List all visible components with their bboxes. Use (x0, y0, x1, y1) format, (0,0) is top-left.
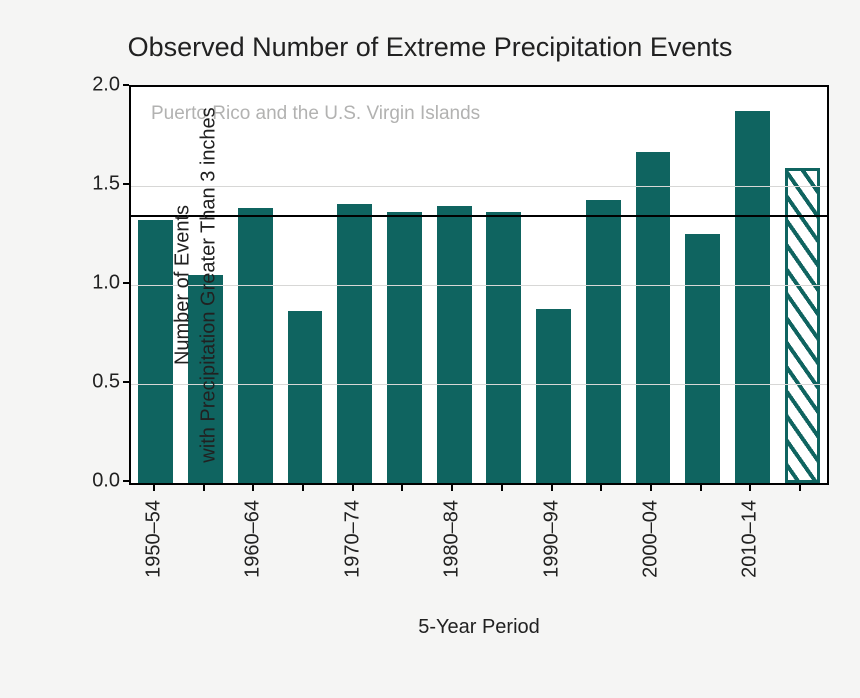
x-tick-label: 1980–84 (441, 500, 464, 578)
x-axis-label: 5-Year Period (129, 616, 829, 639)
x-tick-mark (252, 485, 254, 491)
x-tick-mark (600, 485, 602, 491)
bar (536, 309, 571, 483)
x-tick-label: 1950–54 (142, 500, 165, 578)
x-tick-label: 2010–14 (739, 500, 762, 578)
x-tick-mark (302, 485, 304, 491)
bar (685, 234, 720, 483)
bar (486, 212, 521, 483)
bar (735, 111, 770, 483)
chart-title: Observed Number of Extreme Precipitation… (0, 32, 860, 63)
y-axis-label: Number of Eventswith Precipitation Great… (18, 85, 373, 485)
x-tick-mark (352, 485, 354, 491)
x-tick-mark (451, 485, 453, 491)
bar (636, 152, 671, 483)
x-tick-label: 1990–94 (540, 500, 563, 578)
bar (586, 200, 621, 483)
x-tick-mark (551, 485, 553, 491)
x-tick-mark (153, 485, 155, 491)
x-tick-label: 1970–74 (341, 500, 364, 578)
x-tick-mark (203, 485, 205, 491)
x-tick-mark (799, 485, 801, 491)
bar (387, 212, 422, 483)
x-tick-label: 2000–04 (640, 500, 663, 578)
x-tick-mark (650, 485, 652, 491)
chart-container: Observed Number of Extreme Precipitation… (0, 0, 860, 698)
x-tick-mark (700, 485, 702, 491)
x-tick-mark (401, 485, 403, 491)
bar (437, 206, 472, 483)
x-tick-label: 1960–64 (242, 500, 265, 578)
x-tick-mark (501, 485, 503, 491)
x-tick-mark (749, 485, 751, 491)
